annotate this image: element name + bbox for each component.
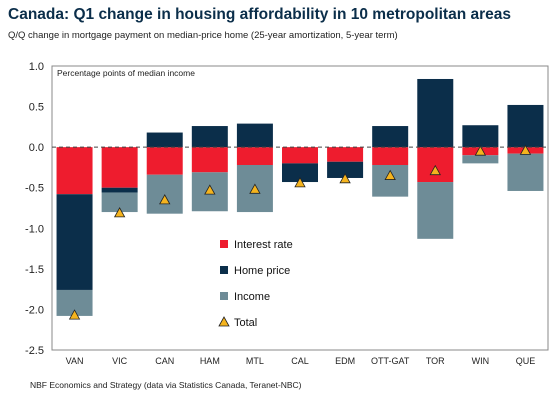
x-category-label: VAN: [66, 356, 84, 366]
plot-area-border: [51, 65, 549, 351]
x-category-label: EDM: [335, 356, 355, 366]
total-marker-tor: [429, 164, 441, 176]
x-category-label: VIC: [112, 356, 128, 366]
bar-income-que: [507, 153, 544, 191]
total-marker-ott-gat: [384, 169, 396, 180]
x-category-label: MTL: [246, 356, 264, 366]
y-tick-label: -0.5: [25, 183, 44, 195]
legend-swatch-home-price: [220, 266, 228, 274]
legend-swatch-total: [218, 316, 230, 327]
y-tick-label: 1.0: [29, 61, 44, 73]
bar-home-price-ott-gat: [372, 126, 409, 148]
y-tick-label: -1.0: [25, 223, 44, 235]
legend-swatch-interest-rate: [220, 240, 228, 248]
x-category-label: QUE: [516, 356, 536, 366]
bar-interest-rate-vic: [101, 147, 138, 188]
bar-interest-rate-tor: [417, 147, 454, 183]
bar-home-price-que: [507, 104, 544, 148]
bar-home-price-tor: [417, 78, 454, 148]
bar-interest-rate-van: [56, 147, 93, 195]
x-category-label: TOR: [426, 356, 445, 366]
total-marker-edm: [339, 172, 351, 184]
bar-home-price-mtl: [236, 123, 273, 148]
total-marker-que: [519, 144, 532, 155]
y-tick-label: -2.5: [25, 345, 44, 357]
y-tick-label: -1.5: [25, 264, 44, 276]
x-category-label: CAN: [155, 356, 174, 366]
bar-interest-rate-can: [146, 147, 183, 175]
bar-income-tor: [417, 182, 454, 239]
bar-home-price-edm: [327, 161, 364, 178]
bar-home-price-van: [56, 194, 93, 290]
chart-source: NBF Economics and Strategy (data via Sta…: [30, 380, 302, 390]
bar-income-vic: [101, 192, 138, 213]
bar-home-price-vic: [101, 187, 138, 193]
bar-interest-rate-edm: [327, 147, 364, 162]
bar-interest-rate-mtl: [236, 147, 273, 165]
bar-home-price-cal: [282, 163, 318, 183]
x-category-label: OTT-GAT: [371, 356, 410, 366]
x-category-label: WIN: [472, 356, 490, 366]
total-marker-can: [159, 194, 171, 205]
x-category-label: CAL: [291, 356, 309, 366]
legend-label-interest-rate: Interest rate: [234, 239, 293, 251]
legend-label-total: Total: [234, 317, 257, 329]
bar-home-price-can: [146, 132, 183, 148]
bar-home-price-ham: [191, 126, 228, 148]
total-marker-ham: [204, 184, 216, 195]
chart-title: Canada: Q1 change in housing affordabili…: [8, 6, 511, 23]
legend-swatch-income: [220, 292, 228, 300]
total-marker-win: [474, 145, 487, 156]
total-marker-vic: [113, 207, 126, 218]
x-category-label: HAM: [200, 356, 220, 366]
y-tick-label: 0.5: [29, 102, 44, 114]
bar-interest-rate-ham: [191, 147, 228, 173]
bar-income-win: [462, 155, 499, 164]
bar-home-price-win: [462, 125, 499, 148]
total-marker-cal: [294, 177, 306, 188]
y-tick-label: -2.0: [25, 304, 44, 316]
bar-interest-rate-cal: [282, 147, 318, 164]
bar-interest-rate-ott-gat: [372, 147, 409, 165]
chart-subtitle: Q/Q change in mortgage payment on median…: [8, 30, 398, 41]
units-annotation: Percentage points of median income: [57, 68, 195, 78]
total-marker-mtl: [249, 183, 261, 194]
total-marker-van: [68, 309, 81, 320]
y-tick-label: 0.0: [29, 142, 44, 154]
legend-label-income: Income: [234, 291, 270, 303]
legend-label-home-price: Home price: [234, 265, 290, 277]
